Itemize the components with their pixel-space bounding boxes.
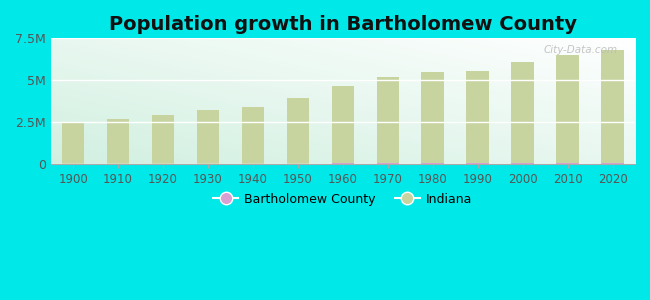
Bar [107, 119, 129, 164]
Bar [467, 163, 489, 164]
Bar [62, 122, 84, 164]
Bar [197, 110, 219, 164]
Bar [601, 163, 624, 164]
Title: Population growth in Bartholomew County: Population growth in Bartholomew County [109, 15, 577, 34]
Bar [421, 72, 444, 164]
Bar [287, 98, 309, 164]
Bar [376, 77, 399, 164]
Bar [556, 163, 578, 164]
Bar [332, 86, 354, 164]
Bar [601, 50, 624, 164]
Bar [421, 163, 444, 164]
Bar [512, 62, 534, 164]
Bar [376, 163, 399, 164]
Text: City-Data.com: City-Data.com [543, 45, 618, 55]
Bar [556, 56, 578, 164]
Bar [242, 107, 264, 164]
Legend: Bartholomew County, Indiana: Bartholomew County, Indiana [208, 188, 477, 211]
Bar [151, 115, 174, 164]
Bar [467, 71, 489, 164]
Bar [512, 163, 534, 164]
